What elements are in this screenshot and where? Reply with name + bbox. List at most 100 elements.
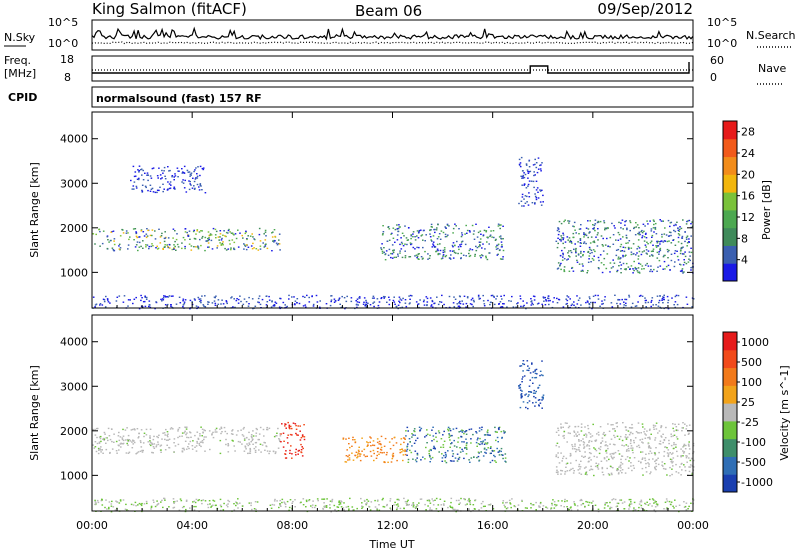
echo-cell (291, 502, 293, 504)
echo-cell (601, 440, 604, 442)
echo-cell (528, 385, 531, 387)
echo-cell (185, 500, 188, 502)
echo-cell (566, 462, 569, 464)
x-tick-label: 08:00 (276, 519, 308, 532)
echo-cell (374, 499, 376, 502)
echo-cell (477, 231, 480, 234)
echo-cell (594, 229, 596, 232)
cpid-label: CPID (8, 91, 37, 104)
echo-cell (277, 243, 280, 245)
echo-cell (669, 225, 671, 228)
echo-cell (393, 504, 395, 506)
echo-cell (550, 508, 552, 510)
echo-cell (564, 473, 566, 475)
echo-cell (273, 304, 275, 307)
echo-cell (518, 385, 520, 387)
echo-cell (465, 430, 468, 432)
echo-cell (572, 472, 575, 474)
echo-cell (633, 501, 636, 504)
echo-cell (188, 188, 191, 191)
echo-cell (108, 506, 110, 509)
echo-cell (686, 242, 689, 244)
echo-cell (261, 444, 264, 446)
echo-cell (384, 253, 387, 255)
echo-cell (416, 230, 419, 232)
echo-cell (403, 497, 405, 500)
echo-cell (368, 505, 370, 508)
echo-cell (194, 299, 196, 301)
echo-cell (466, 442, 468, 444)
echo-cell (231, 239, 234, 241)
echo-cell (278, 239, 280, 241)
echo-cell (470, 438, 472, 440)
echo-cell (409, 302, 411, 304)
echo-cell (127, 444, 129, 446)
echo-cell (150, 442, 153, 444)
echo-cell (219, 233, 222, 235)
echo-cell (485, 231, 487, 233)
echo-cell (659, 219, 661, 221)
echo-cell (378, 443, 380, 445)
echo-cell (557, 262, 560, 264)
echo-cell (376, 507, 378, 510)
echo-cell (612, 453, 615, 455)
echo-cell (393, 436, 396, 439)
echo-cell (668, 240, 670, 242)
velocity-panel: 00:00 04:00 08:00 12:00 16:00 20:00 00:00 1000… (28, 314, 791, 551)
echo-cell (211, 302, 214, 304)
echo-cell (202, 499, 205, 501)
echo-cell (532, 392, 535, 394)
echo-cell (476, 445, 478, 447)
echo-cell (522, 401, 525, 403)
echo-cell (254, 442, 257, 444)
echo-cell (528, 171, 531, 173)
echo-cell (669, 475, 671, 477)
echo-cell (127, 232, 129, 234)
echo-cell (588, 441, 590, 443)
echo-cell (506, 507, 509, 509)
echo-cell (576, 431, 579, 433)
echo-cell (637, 301, 639, 303)
echo-cell (229, 243, 231, 245)
echo-cell (480, 254, 483, 256)
echo-cell (570, 509, 573, 511)
echo-cell (442, 255, 444, 257)
echo-cell (627, 266, 630, 268)
echo-cell (149, 175, 152, 177)
echo-cell (208, 500, 211, 502)
echo-cell (450, 497, 453, 500)
echo-cell (382, 505, 385, 508)
echo-cell (674, 250, 677, 252)
echo-cell (117, 435, 120, 437)
echo-cell (213, 500, 216, 502)
echo-cell (282, 446, 285, 448)
echo-cell (690, 247, 692, 249)
echo-cell (629, 220, 631, 222)
echo-cell (186, 432, 188, 434)
echo-cell (359, 459, 362, 462)
echo-cell (384, 259, 387, 261)
echo-cell (294, 506, 296, 508)
echo-cell (623, 301, 625, 303)
echo-cell (254, 305, 257, 307)
echo-cell (472, 305, 474, 308)
echo-cell (648, 436, 651, 438)
echo-cell (138, 165, 141, 167)
echo-cell (578, 446, 580, 449)
echo-cell (588, 501, 591, 504)
echo-cell (528, 400, 531, 402)
echo-cell (657, 305, 660, 307)
echo-cell (579, 228, 582, 230)
echo-cell (485, 255, 487, 257)
echo-cell (573, 503, 576, 505)
echo-cell (415, 460, 418, 463)
echo-cell (655, 246, 658, 248)
echo-cell (637, 444, 640, 447)
echo-cell (126, 509, 128, 511)
noise-sky-line (91, 26, 694, 41)
echo-cell (483, 229, 486, 232)
echo-cell (154, 238, 157, 240)
echo-cell (230, 248, 232, 251)
echo-cell (682, 422, 684, 424)
echo-cell (569, 452, 572, 455)
